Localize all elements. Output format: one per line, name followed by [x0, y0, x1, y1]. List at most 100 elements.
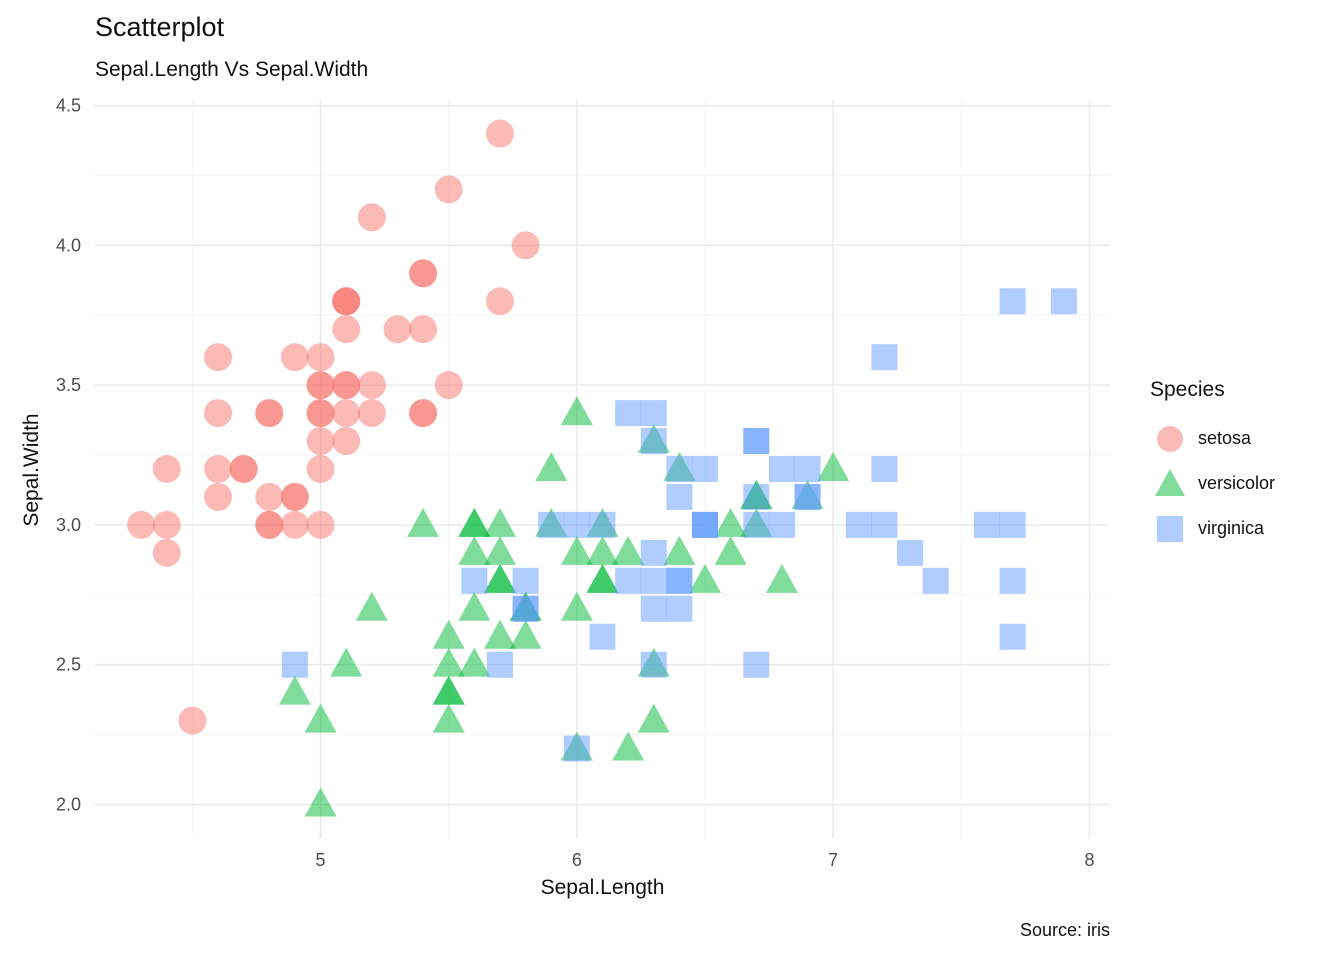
chart-subtitle: Sepal.Length Vs Sepal.Width: [95, 58, 369, 81]
data-point-virginica: [563, 511, 590, 538]
data-point-versicolor: [612, 535, 645, 565]
x-tick-label: 8: [1084, 850, 1094, 870]
data-point-setosa: [332, 371, 361, 400]
data-point-setosa: [204, 343, 233, 372]
data-point-virginica: [1050, 288, 1077, 315]
data-point-setosa: [485, 119, 514, 148]
data-point-setosa: [409, 399, 438, 428]
data-point-virginica: [640, 567, 667, 594]
data-point-versicolor: [278, 675, 311, 705]
data-point-setosa: [383, 315, 412, 344]
data-point-versicolor: [483, 507, 516, 537]
data-point-versicolor: [483, 535, 516, 565]
data-point-setosa: [306, 510, 335, 539]
data-point-setosa: [511, 231, 540, 260]
data-point-virginica: [640, 651, 667, 678]
legend: Species setosa versicolor virginica: [1150, 378, 1275, 551]
y-tick-label: 2.0: [56, 794, 81, 814]
data-point-virginica: [538, 511, 565, 538]
data-point-versicolor: [637, 703, 670, 733]
data-point-setosa: [409, 315, 438, 344]
y-axis-title: Sepal.Width: [20, 413, 43, 527]
data-point-versicolor: [714, 507, 747, 537]
legend-label-versicolor: versicolor: [1198, 473, 1276, 493]
data-point-setosa: [152, 538, 181, 567]
data-point-setosa: [280, 482, 309, 511]
data-point-virginica: [512, 567, 539, 594]
data-point-setosa: [409, 259, 438, 288]
data-point-versicolor: [663, 535, 696, 565]
data-point-virginica: [512, 595, 539, 622]
data-point-versicolor: [458, 591, 491, 621]
x-axis-title: Sepal.Length: [540, 876, 665, 899]
legend-item-setosa: setosa: [1150, 416, 1275, 461]
data-point-virginica: [871, 456, 898, 482]
data-point-setosa: [204, 455, 233, 483]
data-point-versicolor: [714, 535, 747, 565]
data-point-versicolor: [458, 507, 491, 537]
legend-item-virginica: virginica: [1150, 506, 1275, 551]
data-point-versicolor: [817, 452, 850, 481]
data-point-setosa: [332, 427, 361, 456]
legend-title: Species: [1150, 378, 1225, 401]
data-point-setosa: [255, 399, 284, 428]
data-point-virginica: [640, 400, 667, 427]
data-point-setosa: [280, 510, 309, 539]
data-point-virginica: [794, 456, 821, 482]
data-point-virginica: [461, 567, 488, 594]
chart-title: Scatterplot: [95, 12, 225, 42]
data-point-versicolor: [560, 396, 593, 426]
data-point-setosa: [178, 706, 207, 735]
legend-label-setosa: setosa: [1198, 428, 1252, 448]
y-tick-label: 2.5: [56, 655, 81, 675]
data-point-versicolor: [432, 675, 465, 705]
data-point-versicolor: [586, 563, 619, 593]
data-point-setosa: [204, 482, 233, 511]
data-point-virginica: [897, 539, 924, 566]
virginica-square-glyph: [1157, 515, 1183, 542]
data-point-virginica: [743, 428, 770, 455]
data-point-setosa: [357, 399, 386, 428]
data-point-versicolor: [304, 787, 337, 817]
data-point-versicolor: [509, 619, 542, 649]
data-point-setosa: [306, 371, 335, 400]
data-point-virginica: [615, 400, 642, 427]
data-point-virginica: [999, 511, 1026, 538]
data-point-versicolor: [304, 703, 337, 733]
data-point-versicolor: [483, 619, 516, 649]
data-point-versicolor: [432, 647, 465, 677]
data-point-virginica: [692, 456, 719, 482]
data-point-versicolor: [458, 647, 491, 677]
data-point-virginica: [999, 623, 1026, 650]
data-point-virginica: [743, 511, 770, 538]
data-point-setosa: [332, 315, 361, 344]
data-point-setosa: [152, 510, 181, 539]
setosa-circle-glyph: [1157, 425, 1183, 452]
data-point-virginica: [743, 651, 770, 678]
data-point-virginica: [768, 456, 795, 482]
data-point-versicolor: [458, 535, 491, 565]
data-point-versicolor: [483, 563, 516, 593]
data-point-setosa: [434, 175, 463, 204]
data-point-virginica: [666, 483, 693, 510]
data-point-setosa: [306, 455, 335, 483]
data-point-setosa: [357, 203, 386, 232]
x-tick-label: 6: [572, 850, 582, 870]
data-point-versicolor: [330, 647, 363, 677]
data-point-versicolor: [535, 452, 568, 481]
y-tick-label: 4.0: [56, 235, 81, 255]
data-point-setosa: [152, 455, 181, 483]
data-point-versicolor: [689, 563, 722, 593]
data-point-setosa: [255, 482, 284, 511]
data-point-setosa: [434, 371, 463, 400]
data-point-versicolor: [765, 563, 798, 593]
data-point-virginica: [666, 456, 693, 482]
data-point-setosa: [306, 427, 335, 456]
data-point-virginica: [768, 511, 795, 538]
data-point-virginica: [486, 651, 513, 678]
data-point-setosa: [485, 287, 514, 316]
data-point-virginica: [666, 595, 693, 622]
source-caption: Source: iris: [1019, 920, 1110, 940]
